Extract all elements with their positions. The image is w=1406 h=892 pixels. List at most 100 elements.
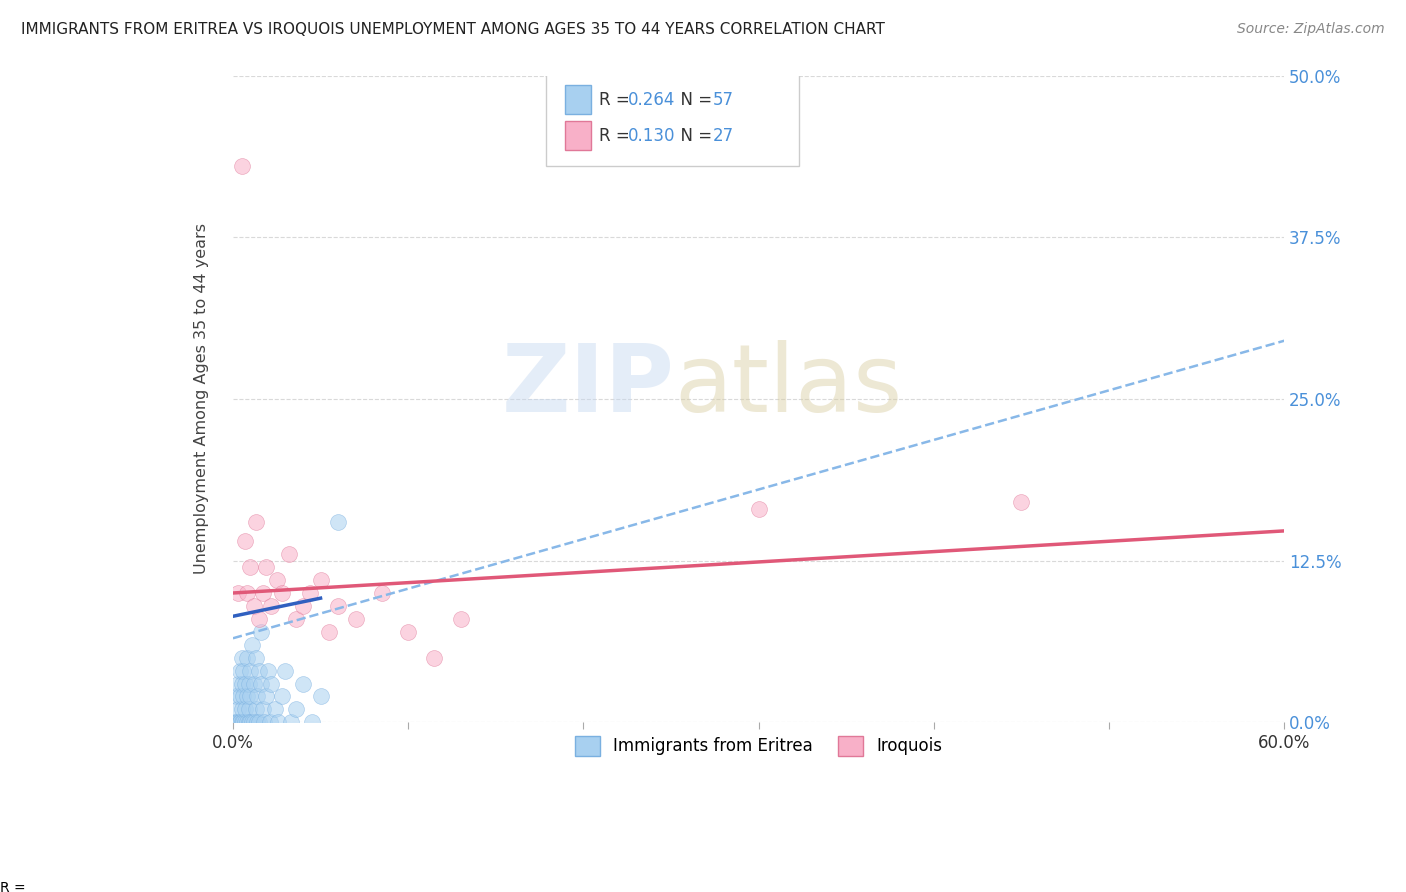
Point bbox=[233, 715, 256, 730]
Point bbox=[396, 624, 419, 639]
Point bbox=[253, 715, 276, 730]
Point bbox=[252, 702, 274, 716]
Point bbox=[271, 690, 294, 704]
Point bbox=[231, 702, 253, 716]
Point bbox=[225, 690, 247, 704]
Point bbox=[229, 690, 252, 704]
Point bbox=[243, 599, 266, 613]
FancyBboxPatch shape bbox=[565, 86, 592, 114]
Point bbox=[236, 650, 259, 665]
Point bbox=[309, 573, 332, 587]
Point bbox=[245, 650, 267, 665]
Text: R =: R = bbox=[599, 127, 634, 145]
Point bbox=[233, 534, 256, 549]
Point bbox=[247, 664, 270, 678]
Point bbox=[254, 690, 277, 704]
Point bbox=[423, 650, 446, 665]
FancyBboxPatch shape bbox=[547, 69, 799, 166]
Point bbox=[371, 586, 394, 600]
Point bbox=[231, 650, 253, 665]
Point bbox=[301, 715, 323, 730]
Point bbox=[238, 715, 260, 730]
Point bbox=[231, 676, 253, 690]
Point bbox=[246, 715, 269, 730]
Point bbox=[233, 702, 256, 716]
Point bbox=[450, 612, 472, 626]
Text: N =: N = bbox=[671, 127, 717, 145]
Point bbox=[247, 612, 270, 626]
Point bbox=[236, 586, 259, 600]
Point bbox=[326, 515, 349, 529]
Point bbox=[229, 664, 252, 678]
Point bbox=[232, 715, 254, 730]
Point bbox=[250, 676, 273, 690]
Text: atlas: atlas bbox=[675, 340, 903, 432]
Text: Source: ZipAtlas.com: Source: ZipAtlas.com bbox=[1237, 22, 1385, 37]
Point bbox=[266, 573, 288, 587]
Point bbox=[240, 715, 263, 730]
Text: 0.130: 0.130 bbox=[628, 127, 676, 145]
Point bbox=[247, 715, 270, 730]
Point bbox=[238, 702, 260, 716]
FancyBboxPatch shape bbox=[565, 120, 592, 150]
Point bbox=[239, 690, 262, 704]
Point bbox=[226, 586, 249, 600]
Point bbox=[226, 676, 249, 690]
Point bbox=[285, 702, 308, 716]
Point bbox=[254, 560, 277, 574]
Point bbox=[239, 664, 262, 678]
Point bbox=[243, 676, 266, 690]
Point bbox=[245, 702, 267, 716]
Point bbox=[260, 676, 283, 690]
Point bbox=[344, 612, 367, 626]
Point bbox=[267, 715, 290, 730]
Point bbox=[229, 715, 252, 730]
Point bbox=[292, 599, 315, 613]
Point bbox=[250, 624, 273, 639]
Point bbox=[326, 599, 349, 613]
Point bbox=[264, 702, 287, 716]
Text: R =: R = bbox=[0, 881, 30, 892]
Text: R =: R = bbox=[599, 91, 634, 109]
Text: N =: N = bbox=[671, 91, 717, 109]
Point bbox=[278, 547, 301, 561]
Point bbox=[238, 676, 260, 690]
Point bbox=[231, 159, 253, 173]
Text: IMMIGRANTS FROM ERITREA VS IROQUOIS UNEMPLOYMENT AMONG AGES 35 TO 44 YEARS CORRE: IMMIGRANTS FROM ERITREA VS IROQUOIS UNEM… bbox=[21, 22, 884, 37]
Point bbox=[292, 676, 315, 690]
Point bbox=[1011, 495, 1033, 509]
Point bbox=[285, 612, 308, 626]
Point bbox=[259, 715, 281, 730]
Point bbox=[240, 638, 263, 652]
Point bbox=[243, 715, 266, 730]
Text: 57: 57 bbox=[713, 91, 734, 109]
Point bbox=[232, 664, 254, 678]
Point bbox=[318, 624, 340, 639]
Point bbox=[224, 715, 246, 730]
Point bbox=[246, 690, 269, 704]
Text: 0.264: 0.264 bbox=[628, 91, 676, 109]
Point bbox=[226, 702, 249, 716]
Point bbox=[271, 586, 294, 600]
Point bbox=[233, 676, 256, 690]
Point bbox=[236, 690, 259, 704]
Point bbox=[252, 586, 274, 600]
Legend: Immigrants from Eritrea, Iroquois: Immigrants from Eritrea, Iroquois bbox=[568, 729, 949, 763]
Point bbox=[236, 715, 259, 730]
Point bbox=[231, 715, 253, 730]
Point bbox=[280, 715, 302, 730]
Point bbox=[748, 502, 770, 516]
Point bbox=[309, 690, 332, 704]
Y-axis label: Unemployment Among Ages 35 to 44 years: Unemployment Among Ages 35 to 44 years bbox=[194, 223, 209, 574]
Point bbox=[299, 586, 322, 600]
Point bbox=[225, 715, 247, 730]
Point bbox=[239, 560, 262, 574]
Point bbox=[260, 599, 283, 613]
Point bbox=[239, 715, 262, 730]
Point bbox=[274, 664, 297, 678]
Point bbox=[232, 690, 254, 704]
Point bbox=[229, 715, 252, 730]
Text: 27: 27 bbox=[713, 127, 734, 145]
Point bbox=[226, 715, 249, 730]
Point bbox=[245, 515, 267, 529]
